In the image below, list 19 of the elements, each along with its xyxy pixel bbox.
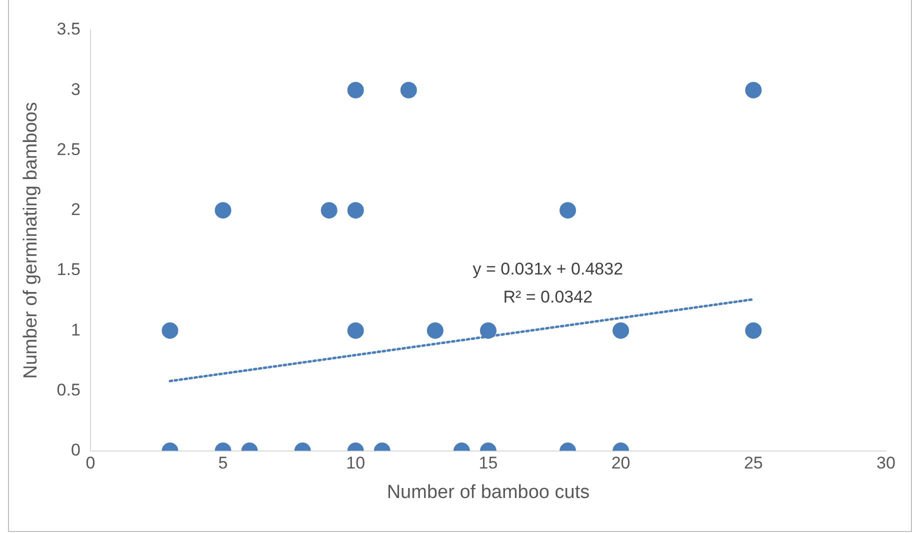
y-tick-label: 2 bbox=[70, 200, 80, 220]
y-tick-label: 2.5 bbox=[56, 140, 80, 159]
x-tick-label: 25 bbox=[744, 454, 763, 473]
annotation: R² = 0.0342 bbox=[503, 288, 593, 307]
x-tick-label: 20 bbox=[611, 454, 630, 473]
annotation: y = 0.031x + 0.4832 bbox=[472, 260, 624, 279]
y-tick-label: 3.5 bbox=[56, 20, 80, 39]
x-axis-title: Number of bamboo cuts bbox=[386, 482, 590, 503]
x-tick-label: 10 bbox=[346, 454, 366, 473]
y-tick-label: 1 bbox=[70, 320, 80, 340]
y-tick-label: 1.5 bbox=[56, 260, 80, 280]
y-tick-label: 0 bbox=[70, 440, 80, 460]
x-tick-label: 30 bbox=[876, 454, 896, 473]
x-tick-label: 5 bbox=[218, 454, 228, 473]
y-tick-label: 3 bbox=[70, 80, 80, 99]
x-tick-label: 15 bbox=[478, 454, 498, 473]
x-tick-label: 0 bbox=[86, 454, 96, 473]
y-axis-title: Number of germinating bamboos bbox=[20, 102, 42, 379]
y-tick-label: 0.5 bbox=[56, 380, 80, 400]
